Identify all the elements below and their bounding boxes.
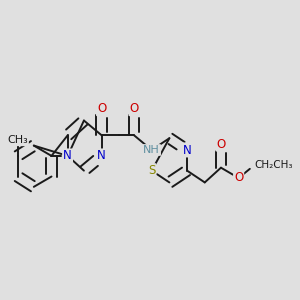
Text: N: N (97, 149, 106, 162)
Text: CH₃: CH₃ (7, 135, 28, 145)
Text: O: O (129, 102, 139, 115)
Text: O: O (97, 102, 106, 115)
Text: N: N (183, 143, 191, 157)
Text: N: N (63, 149, 72, 162)
Text: NH: NH (143, 145, 160, 155)
Text: S: S (148, 164, 155, 177)
Text: O: O (216, 138, 226, 151)
Text: O: O (234, 172, 243, 184)
Text: CH₂CH₃: CH₂CH₃ (255, 160, 293, 170)
